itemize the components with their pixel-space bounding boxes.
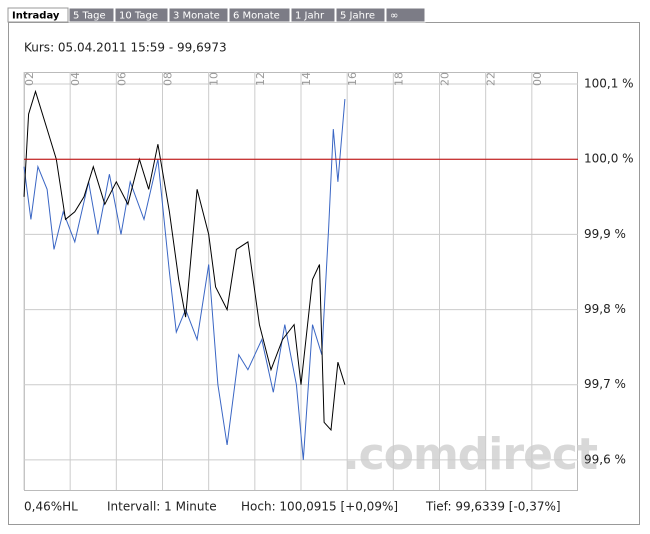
watermark: .comdirect [343,429,598,480]
y-tick-label: 100,0 % [584,152,634,166]
tab-bg [228,7,291,23]
subtitle: Kurs: 05.04.2011 15:59 - 99,6973 [24,41,227,55]
tab-label: 6 Monate [233,11,280,22]
tab-bg [168,7,229,23]
x-tick-label: 22 [485,72,498,86]
y-tick-label: 99,8 % [584,302,626,316]
footer-text: 0,46%HL [24,500,78,514]
tab[interactable]: 5 Jahre [335,7,386,23]
tab-label: 3 Monate [173,11,220,22]
tab[interactable]: 3 Monate [168,7,229,23]
x-tick-label: 04 [69,72,82,86]
tab-label: ∞ [390,11,398,22]
tab-bg [68,7,115,23]
x-tick-label: 00 [531,72,544,86]
tab-label: 5 Jahre [340,11,375,22]
x-tick-label: 14 [300,72,313,86]
y-tick-label: 100,1 % [584,77,634,91]
tab-label: 10 Tage [119,11,158,22]
x-tick-label: 18 [392,72,405,86]
footer-text: Intervall: 1 Minute [107,500,217,514]
tab-bg [7,7,69,23]
footer-text: Hoch: 100,0915 [+0,09%] [241,500,398,514]
tab[interactable]: 10 Tage [114,7,169,23]
x-tick-label: 10 [208,72,221,86]
tab[interactable]: 5 Tage [68,7,115,23]
price-line [23,99,346,460]
tab[interactable]: 6 Monate [228,7,291,23]
tab-label: Intraday [12,11,60,22]
tab[interactable]: ∞ [385,7,426,23]
x-tick-label: 20 [439,72,452,86]
tab-bg [114,7,169,23]
x-tick-label: 08 [162,72,175,86]
tab-bg [335,7,386,23]
price-line [23,89,346,432]
y-tick-label: 99,6 % [584,452,626,466]
x-tick-label: 12 [254,72,267,86]
x-tick-label: 02 [23,72,36,86]
x-tick-label: 06 [115,72,128,86]
tab[interactable]: Intraday [7,7,69,23]
tab-bg [290,7,336,23]
tab[interactable]: 1 Jahr [290,7,336,23]
y-tick-label: 99,7 % [584,377,626,391]
tab-label: 1 Jahr [295,11,325,22]
y-tick-label: 99,9 % [584,227,626,241]
footer-text: Tief: 99,6339 [-0,37%] [425,500,561,514]
tab-bg [385,7,426,23]
x-tick-label: 16 [346,72,359,86]
panel [8,22,640,525]
tab-label: 5 Tage [73,11,106,22]
